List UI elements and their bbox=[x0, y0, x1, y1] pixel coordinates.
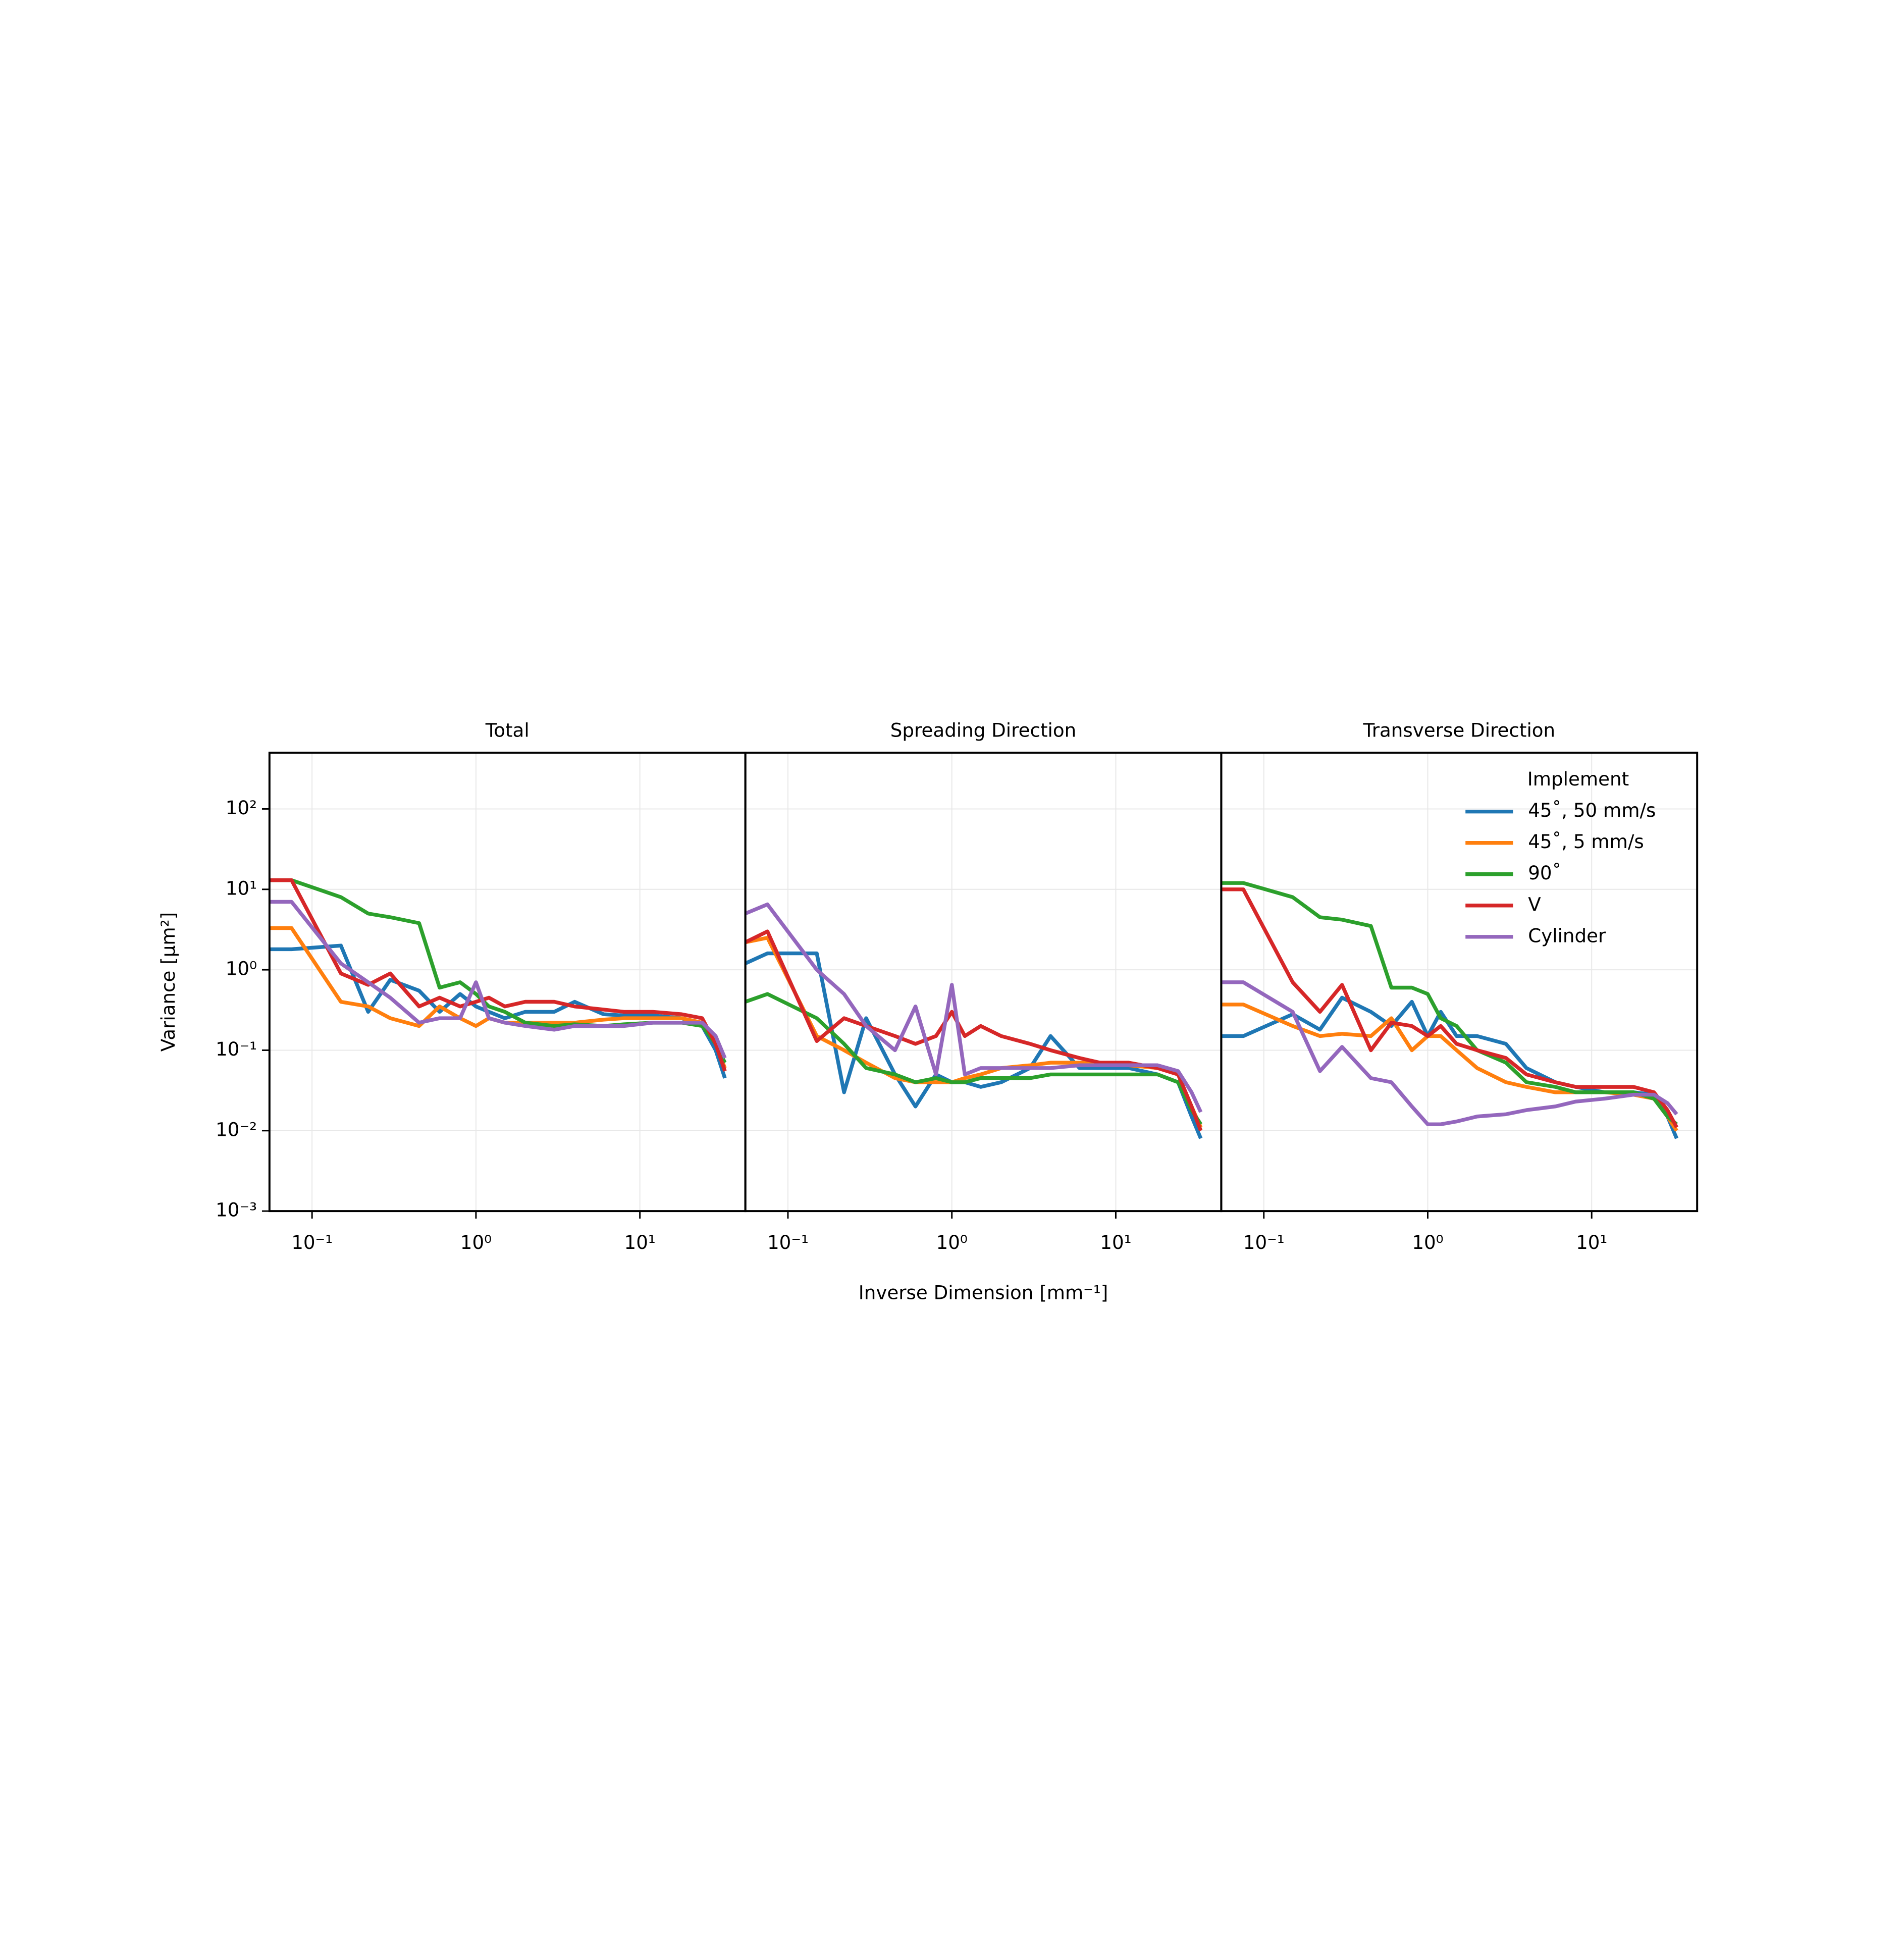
y-tick-label: 10⁻¹ bbox=[216, 1038, 257, 1060]
legend-label: 90˚ bbox=[1528, 862, 1561, 884]
series-line bbox=[1221, 995, 1679, 1139]
plot-frame bbox=[744, 752, 1223, 1213]
legend-label: V bbox=[1528, 893, 1541, 915]
plot-frame bbox=[268, 752, 747, 1213]
x-tick-label: 10⁻¹ bbox=[1243, 1231, 1285, 1253]
x-tick-label: 10¹ bbox=[1576, 1231, 1607, 1253]
y-tick-label: 10² bbox=[226, 797, 257, 819]
series-line bbox=[744, 929, 1203, 1132]
legend-label: 45˚, 5 mm/s bbox=[1528, 830, 1644, 853]
series-line bbox=[269, 878, 727, 1072]
series-line bbox=[1221, 980, 1678, 1126]
y-tick-label: 10⁻² bbox=[216, 1118, 257, 1140]
series-line bbox=[745, 951, 1203, 1139]
series-line bbox=[1221, 881, 1678, 1126]
x-tick-label: 10⁰ bbox=[460, 1231, 492, 1253]
y-axis-label: Variance [µm²] bbox=[157, 912, 179, 1052]
x-tick-label: 10⁻¹ bbox=[767, 1231, 809, 1253]
x-tick-label: 10¹ bbox=[624, 1231, 656, 1253]
x-tick-label: 10⁰ bbox=[1412, 1231, 1443, 1253]
panel-title: Transverse Direction bbox=[1362, 719, 1555, 741]
x-axis-label: Inverse Dimension [mm⁻¹] bbox=[859, 1281, 1108, 1303]
legend-label: 45˚, 50 mm/s bbox=[1528, 799, 1656, 821]
y-tick-label: 10¹ bbox=[226, 877, 257, 899]
panel-title: Spreading Direction bbox=[890, 719, 1076, 741]
series-line bbox=[745, 902, 1203, 1113]
series-line bbox=[269, 900, 727, 1059]
legend-title: Implement bbox=[1527, 768, 1629, 790]
legend-label: Cylinder bbox=[1528, 924, 1606, 947]
plot-frame bbox=[1220, 752, 1699, 1213]
x-tick-label: 10¹ bbox=[1100, 1231, 1131, 1253]
y-tick-label: 10⁻³ bbox=[216, 1199, 257, 1221]
y-tick-label: 10⁰ bbox=[226, 958, 257, 980]
x-tick-label: 10⁰ bbox=[936, 1231, 968, 1253]
panel-title: Total bbox=[485, 719, 530, 741]
series-line bbox=[745, 992, 1202, 1126]
series-line bbox=[269, 926, 727, 1069]
x-tick-label: 10⁻¹ bbox=[291, 1231, 333, 1253]
series-line bbox=[1221, 887, 1678, 1128]
